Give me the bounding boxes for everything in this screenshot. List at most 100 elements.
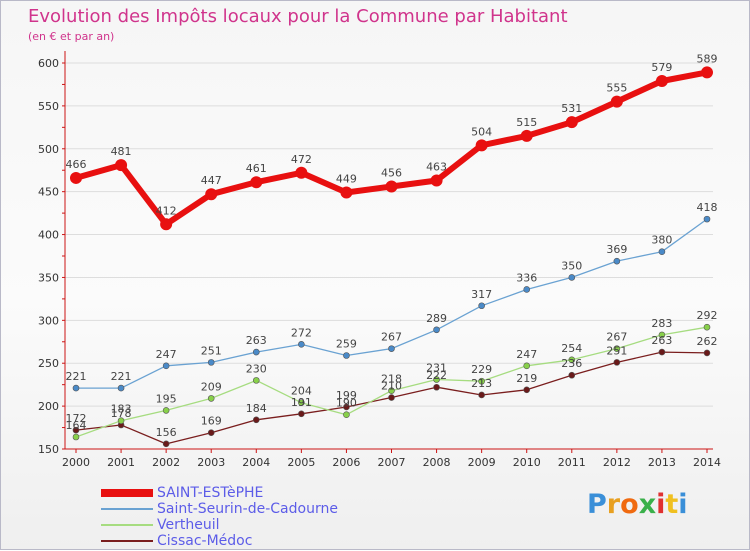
data-point: [162, 440, 170, 448]
data-label: 230: [246, 362, 267, 375]
data-label: 369: [606, 243, 627, 256]
logo-letter: o: [620, 489, 639, 520]
data-label: 190: [336, 397, 357, 410]
data-label: 472: [291, 153, 312, 166]
legend-swatch: [101, 540, 153, 542]
data-label: 447: [201, 174, 222, 187]
x-tick-label: 2000: [62, 456, 90, 469]
data-point: [385, 180, 398, 193]
data-point: [610, 95, 623, 108]
data-label: 221: [66, 370, 87, 383]
data-labels: 466 481 412 447 461 472 449 456 463 504 515 531 555 5…: [66, 52, 718, 438]
data-label: 204: [291, 385, 312, 398]
data-point: [207, 359, 215, 366]
data-point: [207, 429, 215, 437]
data-label: 317: [471, 288, 492, 301]
x-tick-label: 2013: [648, 456, 676, 469]
data-point: [70, 171, 82, 184]
data-point: [72, 433, 80, 441]
data-point: [162, 407, 170, 414]
data-label: 461: [246, 162, 267, 175]
data-label: 350: [561, 259, 582, 272]
data-label: 283: [651, 317, 672, 330]
data-label: 267: [606, 331, 627, 344]
data-label: 481: [111, 145, 132, 158]
data-label: 589: [697, 52, 718, 65]
data-label: 183: [111, 403, 132, 416]
data-point: [117, 417, 125, 424]
data-point: [117, 384, 125, 392]
data-label: 515: [516, 116, 537, 129]
x-tick-label: 2002: [152, 456, 180, 469]
data-point: [478, 377, 485, 385]
data-label: 178: [111, 407, 132, 420]
logo-letter: i: [656, 489, 666, 520]
data-label: 229: [471, 363, 492, 376]
data-point: [658, 248, 666, 256]
data-label: 463: [426, 161, 447, 174]
y-tick-label: 250: [38, 357, 59, 370]
data-label: 412: [156, 204, 177, 217]
data-label: 231: [426, 362, 447, 375]
data-point: [388, 387, 395, 394]
legend-item: Cissac-Médoc: [101, 533, 338, 549]
data-point: [703, 323, 711, 331]
logo-letter: x: [638, 489, 657, 520]
chart-subtitle: (en € et par an): [28, 30, 115, 43]
legend-swatch: [101, 508, 153, 510]
series-lines: [70, 66, 713, 448]
y-tick-label: 600: [38, 57, 59, 70]
y-tick-label: 550: [38, 100, 59, 113]
data-label: 466: [66, 158, 87, 171]
x-tick-label: 2005: [287, 456, 315, 469]
data-label: 449: [336, 173, 357, 186]
x-tick-label: 2014: [693, 456, 721, 469]
x-tick-label: 2003: [197, 456, 225, 469]
data-label: 555: [606, 82, 627, 95]
data-label: 169: [201, 415, 222, 428]
data-point: [655, 75, 668, 88]
data-label: 164: [66, 419, 87, 432]
data-point: [72, 426, 80, 434]
proxiti-logo: Proxiti: [587, 489, 688, 520]
data-label: 247: [516, 348, 537, 361]
legend: SAINT-ESTèPHE Saint-Seurin-de-Cadourne Ver…: [101, 485, 338, 549]
data-point: [340, 186, 353, 199]
data-label: 219: [516, 372, 537, 385]
data-label: 263: [651, 334, 672, 347]
axes: 150 200 250 300 350 400 450 500 550 600 2000 2001 20…: [38, 51, 721, 469]
data-point: [478, 302, 485, 310]
data-point: [115, 159, 128, 172]
data-point: [568, 274, 576, 281]
data-point: [658, 331, 666, 339]
legend-item: Vertheuil: [101, 517, 338, 533]
data-point: [343, 352, 350, 359]
data-label: 195: [156, 392, 177, 405]
data-label: 254: [561, 342, 582, 355]
legend-label: Cissac-Médoc: [157, 533, 253, 549]
legend-label: Saint-Seurin-de-Cadourne: [157, 501, 338, 517]
x-tick-label: 2006: [332, 456, 360, 469]
legend-swatch: [101, 524, 153, 526]
data-point: [298, 410, 305, 418]
data-point: [388, 394, 395, 401]
x-tick-label: 2010: [513, 456, 541, 469]
data-label: 336: [516, 271, 537, 284]
data-label: 184: [246, 402, 267, 415]
data-label: 191: [291, 396, 312, 409]
data-label: 380: [651, 234, 672, 247]
data-point: [701, 66, 713, 79]
data-label: 247: [156, 348, 177, 361]
data-point: [523, 286, 531, 293]
data-label: 251: [606, 344, 627, 357]
data-point: [568, 371, 576, 379]
data-label: 221: [111, 370, 132, 383]
x-tick-label: 2009: [468, 456, 496, 469]
data-point: [478, 391, 485, 399]
data-point: [430, 174, 443, 187]
y-tick-label: 400: [38, 229, 59, 242]
legend-label: SAINT-ESTèPHE: [157, 485, 264, 501]
y-tick-label: 500: [38, 143, 59, 156]
data-point: [295, 166, 308, 179]
data-point: [388, 345, 395, 352]
